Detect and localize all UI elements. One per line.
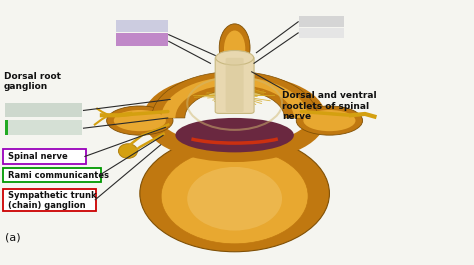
Ellipse shape [114, 110, 166, 131]
FancyBboxPatch shape [3, 149, 86, 164]
Ellipse shape [219, 24, 250, 72]
Ellipse shape [175, 118, 294, 152]
Ellipse shape [216, 50, 254, 65]
FancyBboxPatch shape [215, 56, 254, 113]
Text: Dorsal root
ganglion: Dorsal root ganglion [4, 72, 61, 91]
Ellipse shape [140, 135, 329, 252]
Wedge shape [161, 77, 308, 118]
FancyBboxPatch shape [226, 58, 244, 112]
Text: Spinal nerve: Spinal nerve [8, 152, 67, 161]
Bar [5, 120, 8, 135]
Ellipse shape [224, 30, 246, 68]
Text: Dorsal and ventral
rootlets of spinal
nerve: Dorsal and ventral rootlets of spinal ne… [282, 91, 377, 121]
Ellipse shape [296, 106, 363, 135]
Ellipse shape [118, 144, 137, 158]
Ellipse shape [303, 110, 356, 131]
Ellipse shape [161, 148, 308, 244]
Text: Sympathetic trunk
(chain) ganglion: Sympathetic trunk (chain) ganglion [8, 191, 96, 210]
Bar [5, 103, 82, 117]
Ellipse shape [187, 167, 282, 231]
FancyBboxPatch shape [3, 168, 101, 182]
Bar [299, 28, 344, 38]
Ellipse shape [107, 106, 173, 135]
Bar [116, 33, 168, 46]
Text: (a): (a) [5, 232, 20, 242]
FancyBboxPatch shape [3, 189, 96, 211]
Wedge shape [152, 72, 318, 118]
Text: Rami communicantes: Rami communicantes [8, 171, 109, 180]
Bar [5, 120, 82, 135]
Bar [116, 20, 168, 32]
Bar [299, 16, 344, 26]
